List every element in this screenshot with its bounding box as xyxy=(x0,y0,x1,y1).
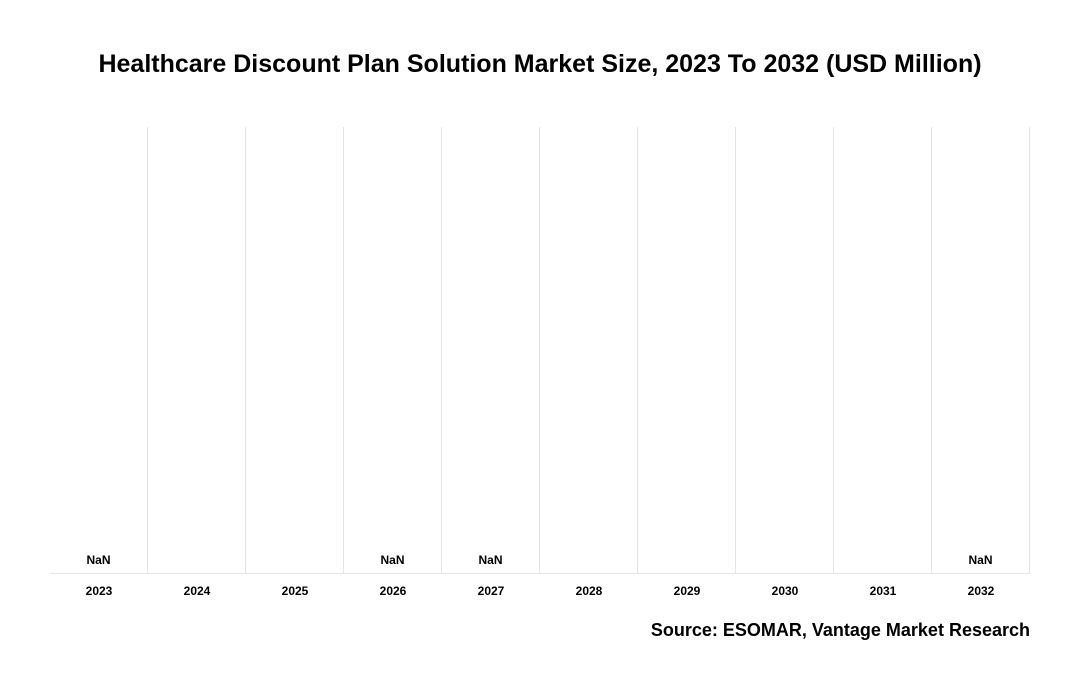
bar-column: NaN xyxy=(344,127,442,573)
x-axis-label: 2028 xyxy=(540,584,638,598)
bar-column xyxy=(834,127,932,573)
bar-value-label: NaN xyxy=(344,553,441,567)
x-axis: 2023202420252026202720282029203020312032 xyxy=(50,584,1030,598)
chart-container: Healthcare Discount Plan Solution Market… xyxy=(50,50,1030,641)
chart-title: Healthcare Discount Plan Solution Market… xyxy=(50,50,1030,79)
x-axis-label: 2029 xyxy=(638,584,736,598)
plot-area: NaNNaNNaNNaN xyxy=(50,127,1030,574)
bar-value-label: NaN xyxy=(50,553,147,567)
x-axis-label: 2023 xyxy=(50,584,148,598)
x-axis-label: 2030 xyxy=(736,584,834,598)
bar-column xyxy=(148,127,246,573)
x-axis-label: 2032 xyxy=(932,584,1030,598)
bar-value-label: NaN xyxy=(442,553,539,567)
bar-column: NaN xyxy=(50,127,148,573)
x-axis-label: 2025 xyxy=(246,584,344,598)
bar-column xyxy=(540,127,638,573)
bar-column xyxy=(246,127,344,573)
x-axis-label: 2031 xyxy=(834,584,932,598)
bar-column xyxy=(736,127,834,573)
source-attribution: Source: ESOMAR, Vantage Market Research xyxy=(50,620,1030,641)
bar-column xyxy=(638,127,736,573)
x-axis-label: 2027 xyxy=(442,584,540,598)
x-axis-label: 2024 xyxy=(148,584,246,598)
x-axis-label: 2026 xyxy=(344,584,442,598)
bar-column: NaN xyxy=(442,127,540,573)
bar-value-label: NaN xyxy=(932,553,1029,567)
bar-column: NaN xyxy=(932,127,1030,573)
